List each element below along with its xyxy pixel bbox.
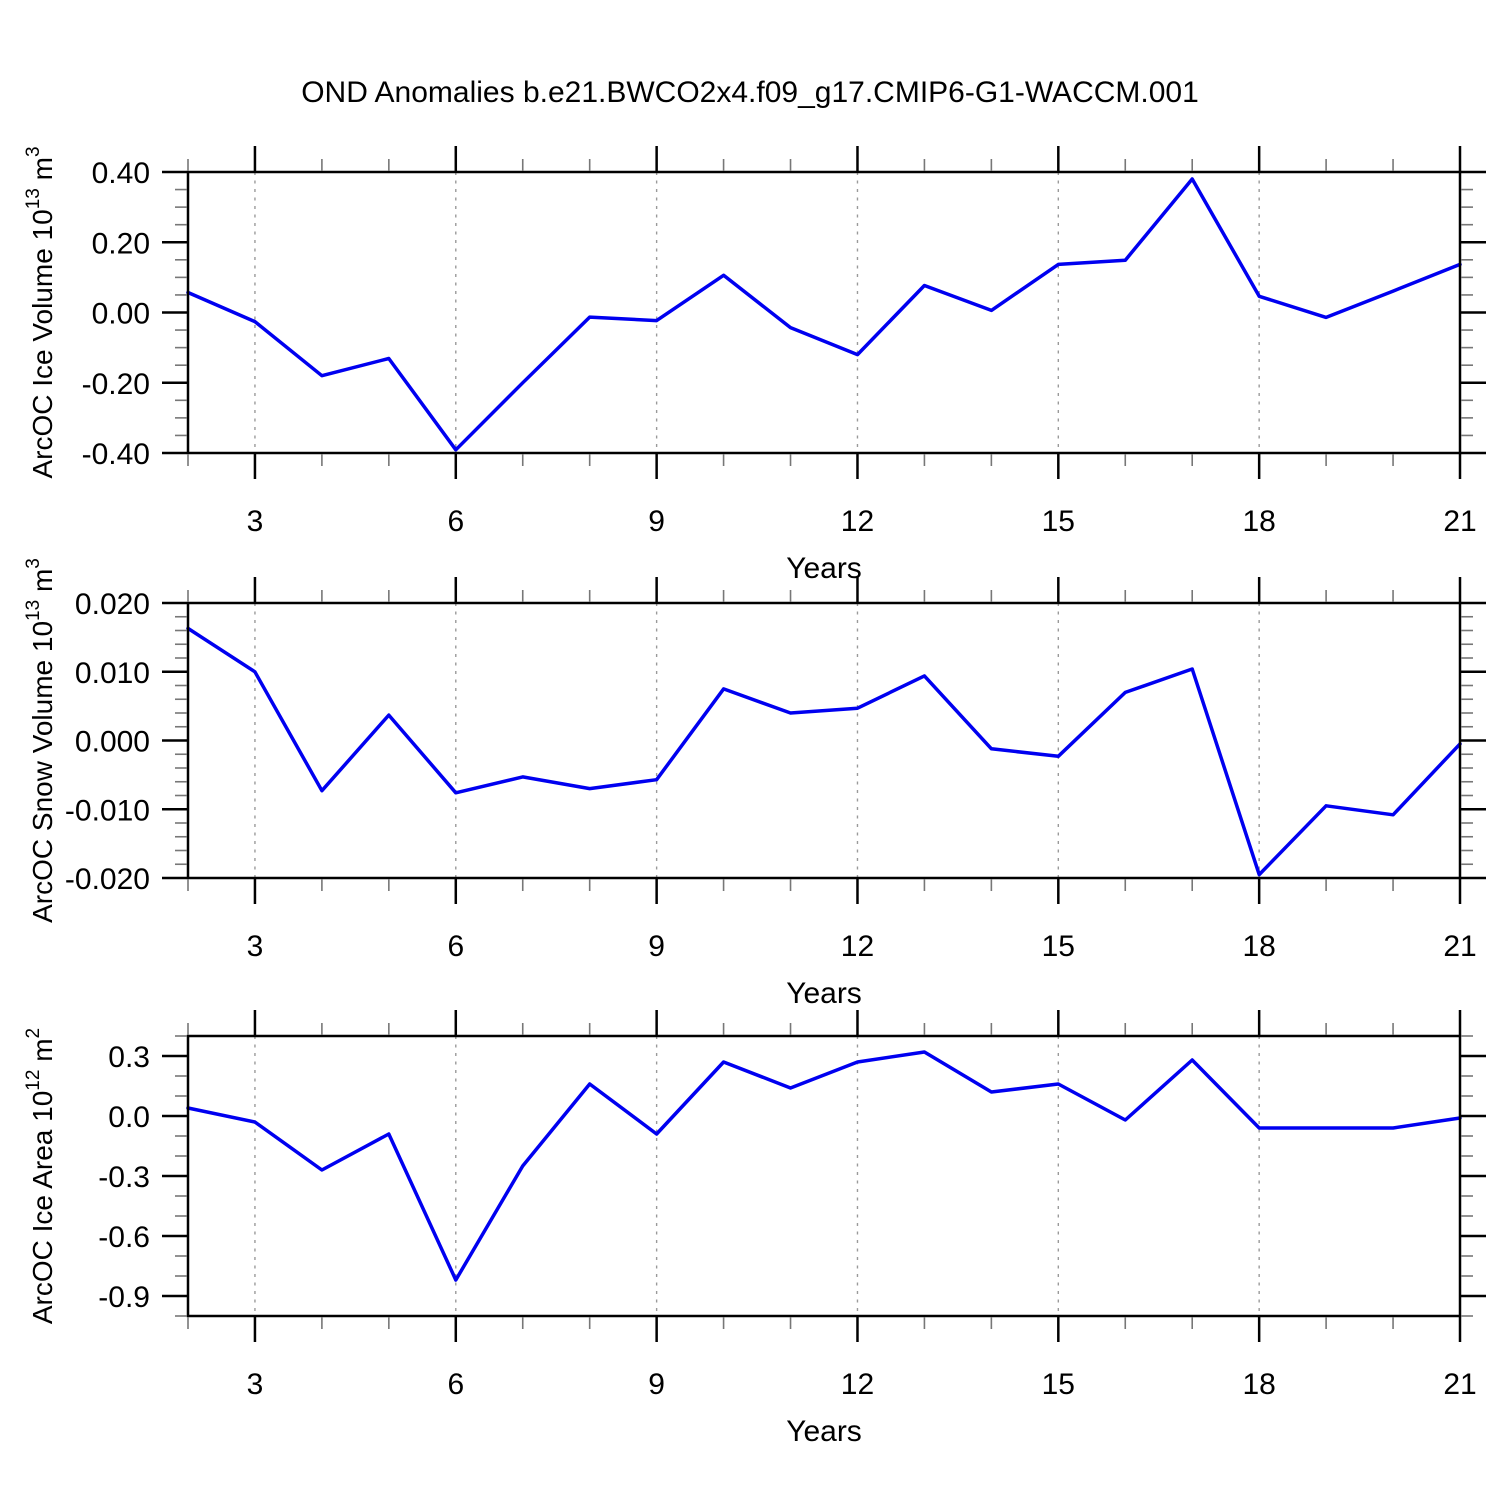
y-tick-label: 0.20: [92, 227, 150, 260]
y-tick-label: 0.000: [75, 726, 150, 759]
x-tick-label: 15: [1042, 930, 1075, 963]
y-ticks-arcoc-ice-area: [162, 1035, 1486, 1317]
x-tick-label: 15: [1042, 505, 1075, 538]
x-tick-label: 12: [841, 505, 874, 538]
plot-frame-arcoc-snow-volume: [186, 601, 1462, 880]
x-tick-label: 21: [1443, 930, 1476, 963]
chart-arcoc-ice-area: 3 6 9 12 15 18 21 0.3 0.0 -0.3 -0.6 -0.9 Years ArcOC …: [23, 1010, 1486, 1448]
y-ticks-arcoc-snow-volume: [162, 601, 1486, 880]
plot-frame-arcoc-ice-volume: [186, 170, 1462, 455]
y-axis-title-arcoc-ice-volume: ArcOC Ice Volume 1013 m3: [23, 146, 58, 478]
y-tick-label: -0.20: [82, 368, 150, 401]
x-tick-label: 3: [247, 505, 264, 538]
chart-arcoc-snow-volume: 3 6 9 12 15 18 21 0.020 0.010 0.000 -0.010 -0.020 Ye…: [23, 558, 1486, 1010]
x-tick-label: 9: [648, 930, 665, 963]
y-tick-label: 0.0: [108, 1101, 150, 1134]
x-axis-title-arcoc-snow-volume: Years: [786, 977, 862, 1010]
y-tick-label: 0.3: [108, 1041, 150, 1074]
series-line-arcoc-snow-volume: [186, 626, 1462, 877]
x-tick-label: 12: [841, 930, 874, 963]
x-tick-label: 18: [1242, 1368, 1275, 1401]
y-tick-label: 0.010: [75, 657, 150, 690]
y-axis-title-arcoc-snow-volume: ArcOC Snow Volume 1013 m3: [23, 558, 58, 923]
x-ticks-arcoc-ice-volume: [187, 146, 1462, 479]
x-ticks-arcoc-ice-area: [187, 1010, 1462, 1342]
y-tick-label: -0.9: [98, 1281, 150, 1314]
x-axis-title-arcoc-ice-area: Years: [786, 1415, 862, 1448]
y-tick-label: -0.6: [98, 1221, 150, 1254]
x-tick-label: 6: [447, 1368, 464, 1401]
x-tick-label: 18: [1242, 930, 1275, 963]
y-tick-label: 0.00: [92, 298, 150, 331]
x-tick-label: 3: [247, 930, 264, 963]
x-tick-label: 3: [247, 1368, 264, 1401]
y-tick-label: -0.020: [65, 863, 150, 896]
y-tick-label: -0.010: [65, 794, 150, 827]
x-ticks-arcoc-snow-volume: [187, 577, 1462, 904]
x-tick-label: 6: [447, 930, 464, 963]
series-line-arcoc-ice-volume: [186, 177, 1462, 452]
series-line-arcoc-ice-area: [186, 1050, 1462, 1282]
y-tick-label: -0.40: [82, 438, 150, 471]
x-tick-label: 18: [1242, 505, 1275, 538]
x-tick-label: 21: [1443, 505, 1476, 538]
x-axis-title-arcoc-ice-volume: Years: [786, 552, 862, 585]
x-tick-label: 21: [1443, 1368, 1476, 1401]
y-tick-label: 0.020: [75, 588, 150, 621]
y-ticks-arcoc-ice-volume: [162, 170, 1486, 455]
x-tick-label: 9: [648, 1368, 665, 1401]
plot-frame-arcoc-ice-area: [186, 1034, 1462, 1318]
y-axis-title-arcoc-ice-area: ArcOC Ice Area 1012 m2: [23, 1028, 58, 1324]
figure-title: OND Anomalies b.e21.BWCO2x4.f09_g17.CMIP…: [301, 76, 1199, 109]
chart-arcoc-ice-volume: 3 6 9 12 15 18 21 0.40 0.20 0.00 -0.20 -0.40 Years Ar…: [23, 146, 1486, 585]
x-tick-label: 12: [841, 1368, 874, 1401]
x-tick-label: 9: [648, 505, 665, 538]
y-tick-label: 0.40: [92, 157, 150, 190]
y-tick-label: -0.3: [98, 1161, 150, 1194]
x-tick-label: 15: [1042, 1368, 1075, 1401]
x-tick-label: 6: [447, 505, 464, 538]
